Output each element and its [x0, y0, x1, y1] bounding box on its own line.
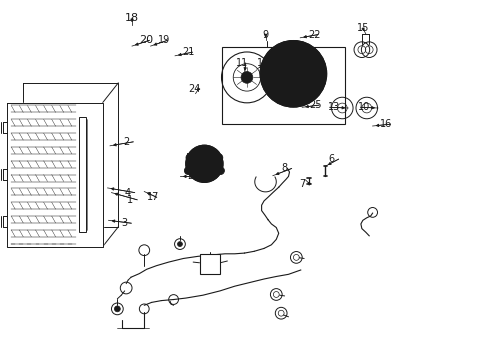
Text: 5: 5: [184, 153, 191, 163]
Bar: [222, 47, 344, 124]
Text: 7: 7: [299, 179, 305, 189]
Text: 21: 21: [182, 47, 194, 57]
Text: 15: 15: [356, 23, 368, 33]
Circle shape: [215, 154, 223, 162]
Text: 3: 3: [121, 218, 127, 228]
Circle shape: [260, 41, 326, 107]
Text: 18: 18: [125, 13, 139, 23]
Polygon shape: [7, 103, 102, 247]
Text: 14: 14: [279, 55, 291, 66]
Text: 20: 20: [139, 35, 153, 45]
Circle shape: [184, 167, 192, 175]
Text: 22: 22: [307, 30, 320, 40]
Text: 19: 19: [157, 35, 169, 45]
Text: 26: 26: [186, 171, 199, 181]
Text: 17: 17: [146, 192, 159, 202]
Text: 1: 1: [127, 195, 133, 205]
Text: 9: 9: [262, 30, 268, 40]
Text: 10: 10: [358, 102, 370, 112]
Text: 23: 23: [305, 58, 317, 68]
Text: 4: 4: [124, 188, 131, 198]
Circle shape: [185, 154, 193, 162]
Text: 16: 16: [380, 119, 392, 129]
Circle shape: [216, 167, 224, 175]
Text: 6: 6: [328, 154, 334, 164]
Bar: [199, 254, 220, 274]
Text: 8: 8: [281, 163, 287, 174]
Text: 11: 11: [235, 58, 247, 68]
Text: 25: 25: [308, 100, 321, 110]
Text: 13: 13: [327, 102, 339, 112]
Bar: [79, 117, 85, 232]
Circle shape: [177, 242, 182, 247]
Text: 12: 12: [256, 58, 268, 68]
Polygon shape: [254, 177, 276, 192]
Text: 2: 2: [123, 137, 129, 147]
Circle shape: [241, 72, 252, 83]
Text: 24: 24: [188, 84, 200, 94]
Circle shape: [276, 57, 310, 91]
Circle shape: [185, 145, 223, 183]
Circle shape: [114, 306, 120, 312]
